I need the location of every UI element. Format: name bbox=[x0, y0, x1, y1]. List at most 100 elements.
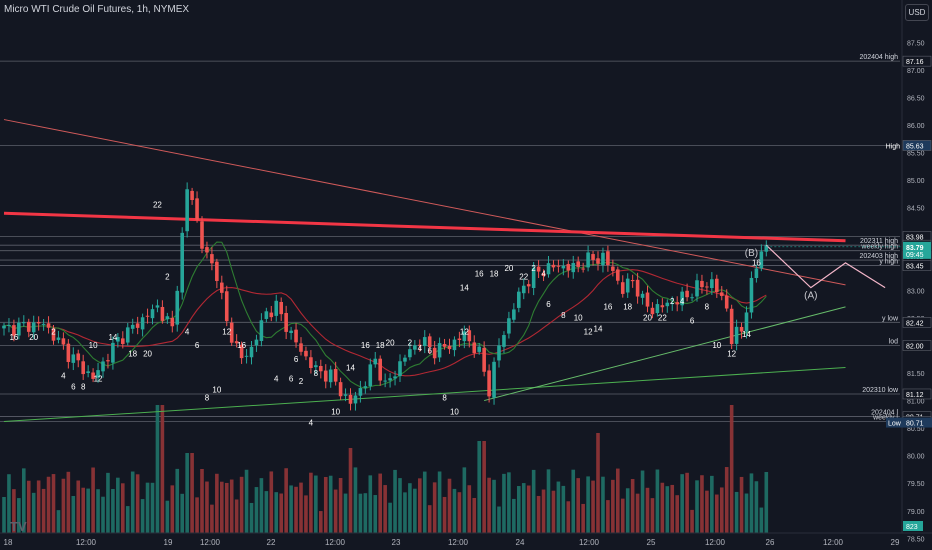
volume-bar bbox=[566, 501, 571, 533]
candle-body bbox=[140, 317, 145, 330]
wave-count-label: 2 bbox=[531, 264, 536, 273]
candle-body bbox=[724, 295, 729, 309]
wave-count-label: 16 bbox=[603, 303, 612, 312]
price-tag-text: 82.00 bbox=[906, 343, 924, 350]
candle bbox=[546, 256, 551, 278]
price-tag bbox=[902, 260, 932, 271]
candle-body bbox=[220, 282, 224, 293]
candle bbox=[215, 258, 219, 289]
candle bbox=[660, 298, 665, 313]
time-tick-label: 25 bbox=[647, 538, 656, 547]
price-tick-label: 85.00 bbox=[907, 178, 925, 185]
candle-body bbox=[675, 302, 679, 305]
volume-bar bbox=[526, 485, 531, 533]
candle bbox=[140, 313, 145, 337]
wave-count-label: 12 bbox=[222, 327, 231, 336]
volume-bar bbox=[620, 498, 625, 533]
candle bbox=[403, 354, 407, 366]
candle bbox=[670, 296, 675, 311]
candle bbox=[106, 353, 110, 369]
volume-bar bbox=[264, 491, 269, 533]
volume-bar bbox=[81, 487, 85, 533]
candle-body bbox=[338, 382, 343, 397]
candle-body bbox=[121, 338, 125, 344]
candle bbox=[645, 285, 650, 313]
candle bbox=[616, 266, 620, 285]
candle-body bbox=[670, 303, 675, 305]
wave-count-label: 22 bbox=[658, 314, 667, 323]
wave-count-label: 18 bbox=[490, 270, 499, 279]
candle bbox=[36, 316, 41, 331]
price-tag-text: 83.45 bbox=[906, 264, 924, 271]
candle-body bbox=[373, 358, 378, 365]
volume-bar bbox=[116, 477, 120, 533]
candle-body bbox=[51, 328, 56, 341]
candle-body bbox=[487, 370, 491, 397]
volume-bar bbox=[7, 474, 11, 533]
volume-bar bbox=[91, 467, 95, 533]
candle bbox=[551, 260, 556, 272]
volume-bar bbox=[710, 475, 714, 533]
candle-body bbox=[660, 305, 665, 308]
low-tag bbox=[886, 417, 932, 428]
candle-body bbox=[645, 292, 650, 307]
candle-body bbox=[333, 368, 338, 382]
volume-bar bbox=[744, 493, 749, 533]
candle-body bbox=[452, 339, 457, 351]
candle bbox=[259, 313, 264, 347]
candle-body bbox=[309, 357, 313, 368]
time-tick-label: 12:00 bbox=[705, 538, 726, 547]
price-tick-label: 85.50 bbox=[907, 151, 925, 158]
candle bbox=[521, 278, 526, 300]
currency-button[interactable]: USD bbox=[905, 4, 929, 21]
candle-body bbox=[328, 369, 333, 383]
price-tag bbox=[902, 55, 932, 67]
volume-bar bbox=[442, 496, 447, 533]
candle bbox=[2, 322, 6, 336]
candle-body bbox=[81, 361, 85, 375]
candle-body bbox=[517, 291, 521, 308]
candle-body bbox=[234, 341, 239, 344]
candle bbox=[338, 377, 343, 400]
volume-bar bbox=[739, 476, 744, 533]
volume-bar bbox=[111, 488, 115, 533]
wave-count-label: 2 bbox=[51, 327, 56, 336]
candle bbox=[249, 341, 254, 365]
price-tick-label: 86.50 bbox=[907, 96, 925, 103]
volume-bar bbox=[630, 479, 635, 533]
candle bbox=[734, 319, 739, 351]
volume-bar bbox=[413, 488, 417, 533]
price-tag bbox=[902, 340, 932, 351]
candle bbox=[477, 343, 481, 355]
wave-count-label: 6 bbox=[294, 355, 299, 364]
candle bbox=[51, 325, 56, 345]
time-tick-label: 12:00 bbox=[325, 538, 346, 547]
trendline bbox=[3, 367, 846, 423]
volume-bar bbox=[249, 502, 254, 533]
candle-body bbox=[561, 265, 566, 269]
candle-body bbox=[700, 280, 704, 288]
time-tick-label: 18 bbox=[4, 538, 13, 547]
candle-body bbox=[289, 330, 293, 334]
candle bbox=[353, 391, 358, 411]
volume-bar bbox=[685, 472, 689, 533]
candle-body bbox=[611, 266, 615, 271]
candle-body bbox=[71, 354, 76, 363]
volume-bar bbox=[591, 480, 595, 533]
candle-body bbox=[710, 279, 714, 289]
volume-bar bbox=[239, 476, 244, 533]
wave-count-label: 4 bbox=[418, 344, 423, 353]
volume-bar bbox=[427, 505, 432, 533]
candle bbox=[690, 293, 694, 302]
volume-bar bbox=[254, 487, 259, 533]
candle-body bbox=[482, 347, 486, 372]
volume-bar bbox=[304, 495, 308, 533]
candle bbox=[229, 317, 234, 346]
candle-body bbox=[41, 323, 46, 325]
volume-bar bbox=[31, 492, 36, 533]
candle-body bbox=[259, 320, 264, 341]
candle-body bbox=[398, 361, 402, 377]
price-tick-label: 86.00 bbox=[907, 123, 925, 130]
candle bbox=[422, 330, 427, 354]
